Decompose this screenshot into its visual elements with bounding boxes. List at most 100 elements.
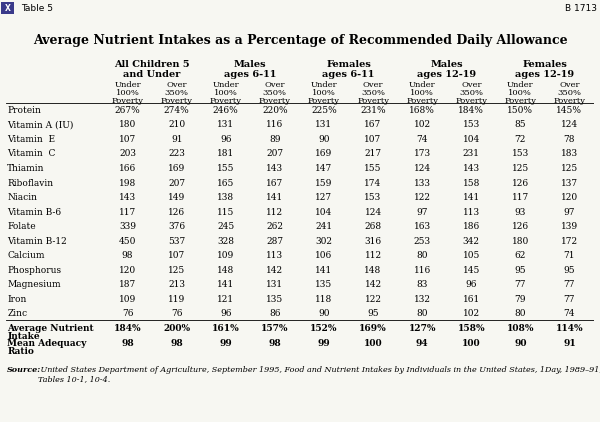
Text: 537: 537 bbox=[168, 237, 185, 246]
Text: 107: 107 bbox=[119, 135, 136, 144]
Text: 148: 148 bbox=[364, 266, 382, 275]
Text: 169%: 169% bbox=[359, 324, 387, 333]
Text: 131: 131 bbox=[217, 120, 235, 130]
Text: 72: 72 bbox=[515, 135, 526, 144]
Text: 184%: 184% bbox=[114, 324, 142, 333]
Text: 241: 241 bbox=[316, 222, 332, 231]
Text: 100%: 100% bbox=[312, 89, 336, 97]
Text: Poverty: Poverty bbox=[308, 97, 340, 106]
Text: 135: 135 bbox=[266, 295, 283, 304]
Text: 116: 116 bbox=[413, 266, 431, 275]
Text: 169: 169 bbox=[168, 164, 185, 173]
Text: All Children 5: All Children 5 bbox=[115, 60, 190, 70]
Text: 89: 89 bbox=[269, 135, 281, 144]
Text: 114%: 114% bbox=[556, 324, 583, 333]
Text: Poverty: Poverty bbox=[161, 97, 193, 106]
Text: ages 6-11: ages 6-11 bbox=[224, 70, 277, 79]
Text: 180: 180 bbox=[119, 120, 136, 130]
Text: 141: 141 bbox=[463, 193, 480, 202]
Text: Over: Over bbox=[265, 81, 285, 89]
Text: 117: 117 bbox=[119, 208, 136, 216]
Text: 91: 91 bbox=[171, 135, 182, 144]
Text: 127: 127 bbox=[316, 193, 332, 202]
Text: 141: 141 bbox=[217, 280, 235, 289]
Text: B 1713: B 1713 bbox=[565, 3, 597, 13]
Text: 187: 187 bbox=[119, 280, 136, 289]
Text: 267%: 267% bbox=[115, 106, 140, 115]
Text: 102: 102 bbox=[413, 120, 431, 130]
Text: 138: 138 bbox=[217, 193, 235, 202]
Text: 104: 104 bbox=[463, 135, 480, 144]
Text: 100%: 100% bbox=[508, 89, 532, 97]
Text: 112: 112 bbox=[364, 251, 382, 260]
Text: Poverty: Poverty bbox=[406, 97, 438, 106]
Text: 161: 161 bbox=[463, 295, 480, 304]
Text: 145: 145 bbox=[463, 266, 480, 275]
Text: 131: 131 bbox=[316, 120, 332, 130]
Text: Poverty: Poverty bbox=[210, 97, 242, 106]
Text: 173: 173 bbox=[413, 149, 431, 158]
Text: 137: 137 bbox=[561, 179, 578, 187]
Text: 125: 125 bbox=[512, 164, 529, 173]
Text: 135: 135 bbox=[316, 280, 332, 289]
Text: 207: 207 bbox=[266, 149, 283, 158]
Text: 350%: 350% bbox=[164, 89, 188, 97]
Text: Protein: Protein bbox=[7, 106, 41, 115]
Text: 174: 174 bbox=[364, 179, 382, 187]
Text: 86: 86 bbox=[269, 309, 281, 319]
Text: 268: 268 bbox=[364, 222, 382, 231]
Text: Poverty: Poverty bbox=[112, 97, 143, 106]
Text: Under: Under bbox=[212, 81, 239, 89]
Text: Under: Under bbox=[409, 81, 436, 89]
Text: 223: 223 bbox=[168, 149, 185, 158]
Text: 107: 107 bbox=[364, 135, 382, 144]
Text: 118: 118 bbox=[316, 295, 332, 304]
Text: ages 12-19: ages 12-19 bbox=[417, 70, 476, 79]
Text: 141: 141 bbox=[316, 266, 332, 275]
Text: Females: Females bbox=[326, 60, 371, 70]
Text: 99: 99 bbox=[220, 338, 232, 348]
Text: 139: 139 bbox=[561, 222, 578, 231]
Text: 100%: 100% bbox=[410, 89, 434, 97]
Text: 142: 142 bbox=[266, 266, 283, 275]
Text: 98: 98 bbox=[122, 251, 133, 260]
Text: 181: 181 bbox=[217, 149, 235, 158]
Text: 90: 90 bbox=[318, 309, 330, 319]
Text: Over: Over bbox=[166, 81, 187, 89]
Text: 102: 102 bbox=[463, 309, 480, 319]
Text: Males: Males bbox=[430, 60, 463, 70]
Text: 274%: 274% bbox=[164, 106, 190, 115]
Text: 350%: 350% bbox=[557, 89, 581, 97]
Text: Under: Under bbox=[114, 81, 141, 89]
Text: 108%: 108% bbox=[506, 324, 534, 333]
Text: 104: 104 bbox=[316, 208, 332, 216]
Text: Calcium: Calcium bbox=[7, 251, 44, 260]
Text: 141: 141 bbox=[266, 193, 283, 202]
Text: 94: 94 bbox=[416, 338, 428, 348]
Text: 157%: 157% bbox=[261, 324, 289, 333]
Text: 97: 97 bbox=[416, 208, 428, 216]
Text: Vitamin A (IU): Vitamin A (IU) bbox=[7, 120, 74, 130]
Text: 74: 74 bbox=[564, 309, 575, 319]
Text: 96: 96 bbox=[220, 135, 232, 144]
Text: 107: 107 bbox=[168, 251, 185, 260]
Text: 225%: 225% bbox=[311, 106, 337, 115]
Text: 153: 153 bbox=[364, 193, 382, 202]
Text: 80: 80 bbox=[416, 251, 428, 260]
Text: 126: 126 bbox=[168, 208, 185, 216]
Text: 77: 77 bbox=[564, 295, 575, 304]
Text: 342: 342 bbox=[463, 237, 480, 246]
Text: 167: 167 bbox=[266, 179, 283, 187]
Text: 90: 90 bbox=[514, 338, 527, 348]
Text: 168%: 168% bbox=[409, 106, 435, 115]
Text: 350%: 350% bbox=[361, 89, 385, 97]
Text: Riboflavin: Riboflavin bbox=[7, 179, 53, 187]
Text: 213: 213 bbox=[168, 280, 185, 289]
Text: Under: Under bbox=[507, 81, 533, 89]
Text: 155: 155 bbox=[364, 164, 382, 173]
Text: 100: 100 bbox=[364, 338, 382, 348]
Text: 246%: 246% bbox=[213, 106, 239, 115]
Text: Folate: Folate bbox=[7, 222, 36, 231]
Text: 145%: 145% bbox=[556, 106, 583, 115]
Text: ages 6-11: ages 6-11 bbox=[322, 70, 374, 79]
